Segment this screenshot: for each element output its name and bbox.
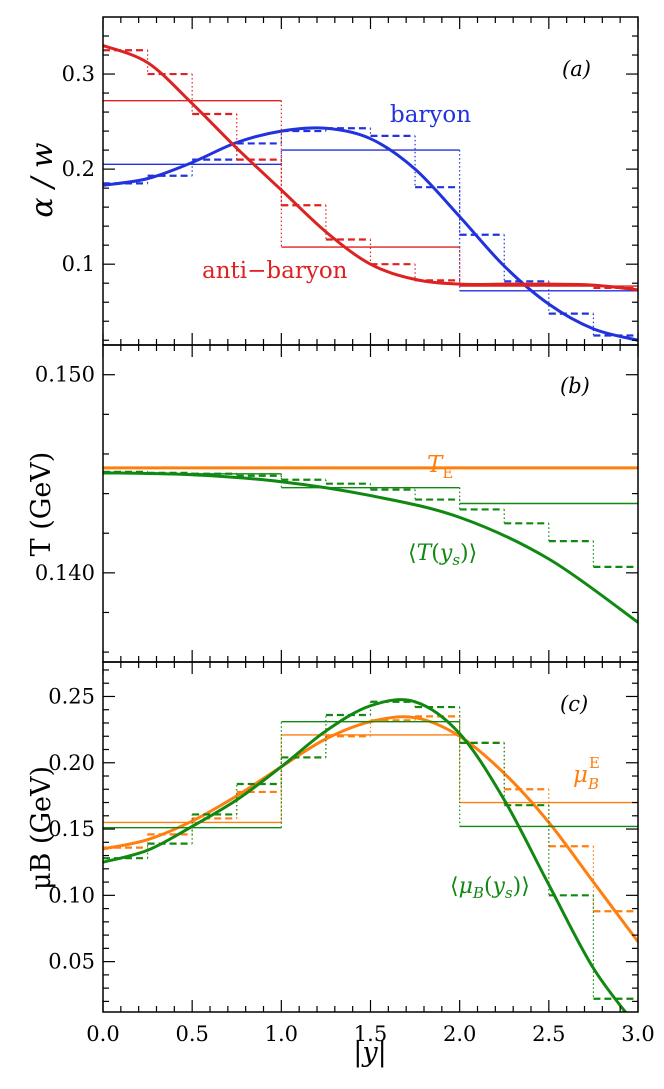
y-tick-label: 0.25 (48, 684, 95, 708)
y-tick-label: 0.2 (62, 157, 95, 181)
panel-c: 0.0 0.5 1.0 1.5 2.0 2.5 3.0 0.05 0.10 0.15 0.20 0.2… (26, 661, 655, 1068)
y-tick-label: 0.05 (48, 950, 95, 974)
x-tick-label: 1.0 (265, 1022, 298, 1046)
panel-c-ticks: 0.0 0.5 1.0 1.5 2.0 2.5 3.0 0.05 0.10 0.15 0.20 0.2… (48, 662, 655, 1046)
panel-c-ylabel: μB (GeV) (26, 766, 57, 890)
panel-a-label: (a) (562, 57, 591, 81)
legend-mu-ys: ⟨μB(ys)⟩ (450, 874, 530, 902)
x-tick-label: 3.0 (621, 1022, 654, 1046)
c-s0-curve (103, 715, 638, 943)
a-s1-curve (103, 44, 638, 292)
legend-baryon: baryon (390, 102, 471, 128)
panel-a-frame (102, 16, 639, 346)
y-tick-label: 0.3 (62, 62, 95, 86)
y-tick-label: 0.150 (35, 363, 95, 387)
panel-a-ticks: 0.1 0.2 0.3 (62, 17, 639, 345)
legend-t-e: TE (427, 452, 453, 482)
panel-b-label: (b) (560, 374, 590, 398)
legend-mu-e: μBE (573, 754, 600, 793)
panel-a-ylabel: α / w (25, 142, 60, 217)
x-tick-label: 0.0 (86, 1022, 119, 1046)
legend-anti-baryon: anti−baryon (202, 258, 348, 284)
panel-b-plot-area (103, 466, 638, 624)
a-s0-curve (103, 126, 638, 342)
panel-b-ylabel: T (GeV) (26, 452, 57, 557)
y-tick-label: 0.140 (35, 561, 95, 585)
x-tick-label: 1.5 (354, 1022, 387, 1046)
x-tick-label: 0.5 (175, 1022, 208, 1046)
panel-c-plot-area (103, 698, 638, 1012)
panel-c-frame (102, 661, 639, 1013)
y-tick-label: 0.20 (48, 751, 95, 775)
y-tick-label: 0.10 (48, 883, 95, 907)
x-tick-label: 2.0 (443, 1022, 476, 1046)
panel-a-plot-area (103, 44, 638, 342)
x-axis-label: |y| (353, 1037, 386, 1068)
x-tick-label: 2.5 (532, 1022, 565, 1046)
panel-c-label: (c) (560, 692, 588, 716)
c-s1-curve (103, 698, 628, 1012)
panel-b: 0.140 0.150 (b) T (GeV) TE ⟨T(ys)⟩ (26, 344, 639, 663)
panel-a: 0.1 0.2 0.3 (a) α / w baryon anti−baryon (25, 16, 639, 346)
legend-t-ys: ⟨T(ys)⟩ (408, 541, 477, 569)
y-tick-label: 0.1 (62, 252, 95, 276)
y-tick-label: 0.15 (48, 817, 95, 841)
b-s1-curve (103, 471, 638, 624)
